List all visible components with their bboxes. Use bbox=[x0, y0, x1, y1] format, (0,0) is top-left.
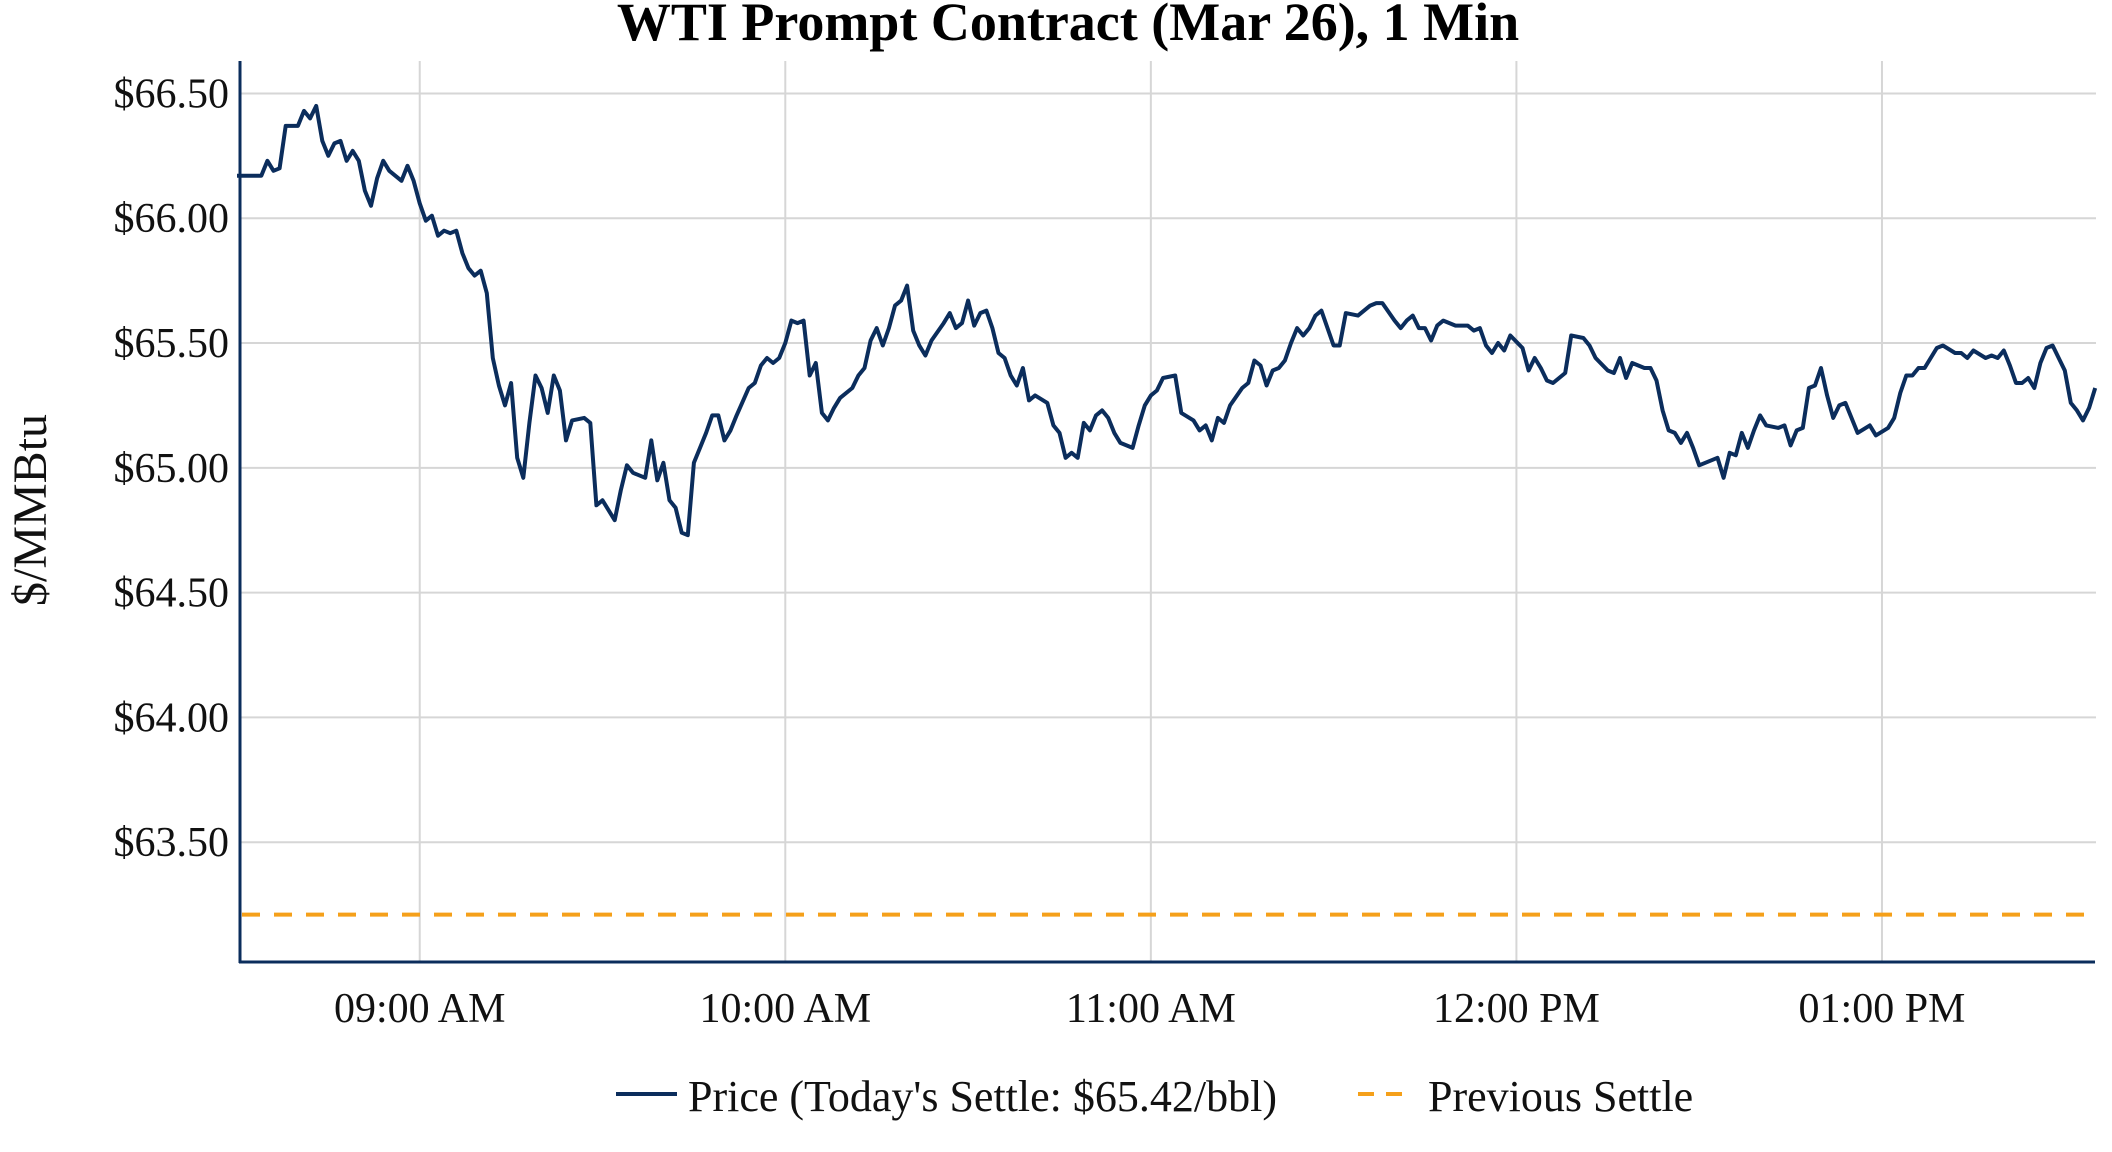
y-tick-label: $64.00 bbox=[114, 695, 230, 741]
price-series-line bbox=[237, 103, 2098, 538]
x-axis-ticks: 09:00 AM 10:00 AM 11:00 AM 12:00 PM 01:00 PM bbox=[334, 986, 1965, 1032]
chart-title: WTI Prompt Contract (Mar 26), 1 Min bbox=[617, 0, 1519, 52]
x-tick-label: 11:00 AM bbox=[1066, 986, 1236, 1032]
y-tick-label: $63.50 bbox=[114, 820, 230, 866]
legend-item-previous-settle[interactable]: Previous Settle bbox=[1358, 1072, 1693, 1121]
x-tick-label: 01:00 PM bbox=[1799, 986, 1966, 1032]
y-axis-ticks: $66.50 $66.00 $65.50 $65.00 $64.50 $64.00 $63.… bbox=[114, 71, 230, 866]
y-tick-label: $65.00 bbox=[114, 446, 230, 492]
legend-item-price[interactable]: Price (Today's Settle: $65.42/bbl) bbox=[616, 1072, 1277, 1121]
y-axis-label: $/MMBtu bbox=[4, 414, 57, 606]
legend-price-label: Price (Today's Settle: $65.42/bbl) bbox=[688, 1072, 1277, 1121]
y-tick-label: $65.50 bbox=[114, 321, 230, 367]
x-tick-label: 09:00 AM bbox=[334, 986, 506, 1032]
x-tick-label: 12:00 PM bbox=[1433, 986, 1600, 1032]
y-tick-label: $64.50 bbox=[114, 571, 230, 617]
legend: Price (Today's Settle: $65.42/bbl) Previ… bbox=[616, 1072, 1693, 1121]
y-tick-label: $66.50 bbox=[114, 71, 230, 117]
legend-previous-settle-label: Previous Settle bbox=[1428, 1072, 1693, 1121]
y-tick-label: $66.00 bbox=[114, 196, 230, 242]
x-tick-label: 10:00 AM bbox=[700, 986, 872, 1032]
grid-lines bbox=[240, 61, 2096, 962]
